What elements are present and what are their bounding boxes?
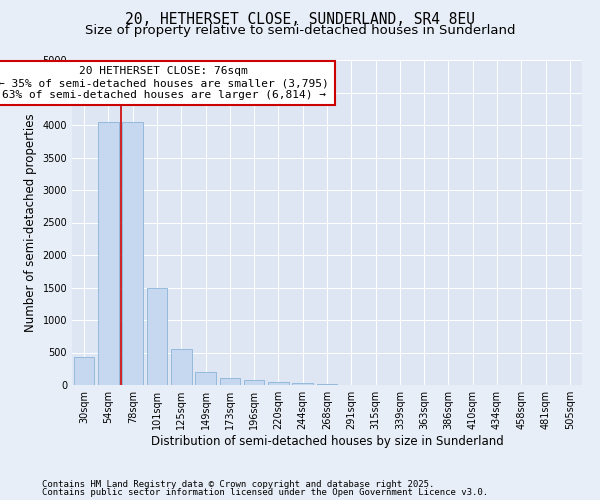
- Bar: [171, 349, 191, 385]
- Bar: [74, 357, 94, 385]
- Text: Contains public sector information licensed under the Open Government Licence v3: Contains public sector information licen…: [42, 488, 488, 497]
- Bar: [195, 372, 216, 385]
- Bar: [146, 288, 167, 385]
- Bar: [244, 380, 265, 385]
- Text: Contains HM Land Registry data © Crown copyright and database right 2025.: Contains HM Land Registry data © Crown c…: [42, 480, 434, 489]
- Text: 20, HETHERSET CLOSE, SUNDERLAND, SR4 8EU: 20, HETHERSET CLOSE, SUNDERLAND, SR4 8EU: [125, 12, 475, 28]
- Bar: [292, 383, 313, 385]
- Bar: [98, 122, 119, 385]
- X-axis label: Distribution of semi-detached houses by size in Sunderland: Distribution of semi-detached houses by …: [151, 435, 503, 448]
- Bar: [122, 122, 143, 385]
- Y-axis label: Number of semi-detached properties: Number of semi-detached properties: [24, 113, 37, 332]
- Text: 20 HETHERSET CLOSE: 76sqm
← 35% of semi-detached houses are smaller (3,795)
63% : 20 HETHERSET CLOSE: 76sqm ← 35% of semi-…: [0, 66, 329, 100]
- Text: Size of property relative to semi-detached houses in Sunderland: Size of property relative to semi-detach…: [85, 24, 515, 37]
- Bar: [220, 378, 240, 385]
- Bar: [317, 384, 337, 385]
- Bar: [268, 382, 289, 385]
